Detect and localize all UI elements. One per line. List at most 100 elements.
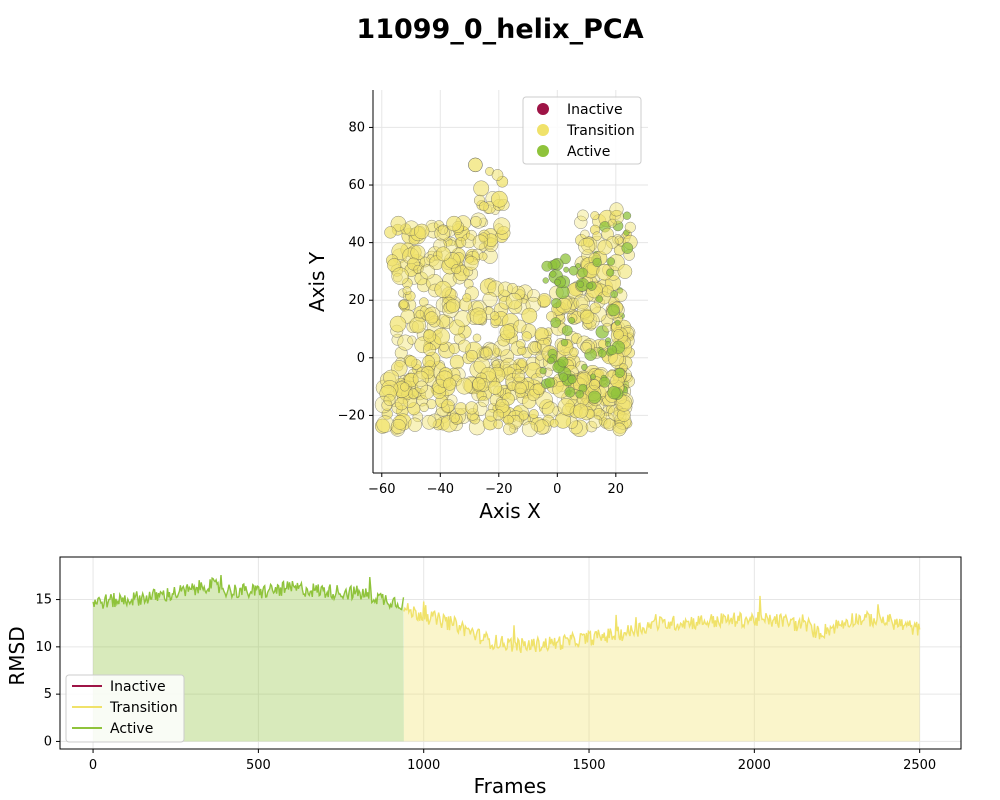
rmsd-fill-transition: [403, 595, 920, 742]
scatter-legend-inactive: Inactive: [567, 102, 623, 118]
scatter-point: [492, 409, 505, 421]
scatter-point: [514, 382, 527, 395]
scatter-point: [413, 264, 423, 274]
scatter-point: [577, 267, 588, 278]
scatter-point: [392, 415, 408, 430]
scatter-point: [478, 396, 490, 408]
scatter-x-tick-label: −40: [427, 482, 454, 497]
scatter-point: [622, 211, 632, 220]
legend-marker-inactive: [537, 103, 549, 115]
scatter-point: [550, 317, 562, 328]
scatter-point: [539, 399, 555, 415]
rmsd-y-axis-label: RMSD: [5, 626, 29, 685]
scatter-point: [609, 202, 624, 217]
scatter-point: [597, 239, 613, 255]
rmsd-legend-inactive: Inactive: [110, 679, 166, 695]
scatter-point: [621, 242, 634, 254]
rmsd-x-tick-label: 1500: [572, 758, 605, 773]
scatter-point: [437, 224, 449, 235]
scatter-point: [541, 260, 553, 272]
scatter-point: [528, 409, 539, 419]
scatter-point: [415, 309, 425, 319]
scatter-point: [472, 377, 486, 391]
scatter-point: [499, 324, 516, 341]
scatter-point: [455, 237, 467, 248]
scatter-point: [376, 415, 394, 433]
scatter-point: [551, 297, 562, 309]
rmsd-y-tick-label: 10: [35, 640, 52, 655]
scatter-point: [480, 347, 493, 360]
scatter-point: [568, 317, 576, 324]
scatter-ticks: −60 −40 −20 0 20 −20 0 20 40 60 80: [338, 120, 625, 497]
rmsd-y-tick-label: 5: [44, 687, 52, 702]
scatter-point: [607, 345, 618, 356]
scatter-point: [435, 246, 451, 262]
scatter-point: [592, 231, 602, 241]
scatter-point: [443, 377, 457, 391]
scatter-point: [512, 368, 526, 383]
scatter-x-tick-label: 20: [608, 482, 625, 497]
scatter-point: [521, 421, 538, 438]
rmsd-line-transition: [403, 595, 921, 654]
scatter-point: [490, 311, 500, 321]
scatter-point: [421, 365, 435, 380]
scatter-point: [607, 386, 621, 400]
scatter-point: [543, 337, 552, 346]
scatter-point: [589, 379, 600, 390]
legend-marker-transition: [537, 124, 549, 136]
scatter-point: [575, 263, 581, 269]
scatter-point: [406, 257, 420, 271]
scatter-point: [533, 419, 550, 435]
scatter-point: [472, 234, 488, 250]
scatter-point: [539, 367, 547, 375]
scatter-point: [468, 157, 483, 173]
scatter-point: [433, 220, 445, 231]
scatter-point: [470, 216, 482, 228]
rmsd-axes-frame: [59, 556, 962, 750]
scatter-point: [586, 282, 594, 290]
scatter-point: [584, 348, 597, 361]
scatter-point: [521, 307, 538, 324]
scatter-point: [589, 302, 601, 314]
scatter-point: [421, 414, 437, 430]
scatter-y-tick-label: 0: [357, 351, 365, 366]
scatter-point: [493, 217, 511, 235]
rmsd-legend: Inactive Transition Active: [65, 674, 185, 743]
scatter-point: [578, 237, 596, 255]
scatter-point: [537, 293, 552, 308]
rmsd-x-tick-label: 0: [89, 758, 97, 773]
scatter-y-tick-label: 40: [348, 236, 365, 251]
scatter-point: [532, 382, 545, 395]
scatter-point: [478, 252, 488, 261]
scatter-point: [451, 264, 462, 275]
scatter-point: [391, 267, 409, 285]
rmsd-x-tick-label: 2000: [738, 758, 771, 773]
scatter-point: [408, 388, 419, 400]
rmsd-x-tick-label: 500: [246, 758, 271, 773]
scatter-point: [577, 209, 589, 222]
scatter-point: [602, 322, 612, 333]
rmsd-x-tick-label: 1000: [407, 758, 440, 773]
scatter-point: [473, 180, 490, 197]
rmsd-x-axis-label: Frames: [474, 774, 547, 798]
rmsd-legend-active: Active: [110, 721, 153, 737]
scatter-x-tick-label: 0: [553, 482, 561, 497]
scatter-legend: Inactive Transition Active: [522, 96, 642, 165]
scatter-point: [423, 343, 437, 356]
scatter-point: [414, 380, 429, 394]
rmsd-x-tick-label: 2500: [903, 758, 936, 773]
scatter-point: [384, 226, 397, 239]
scatter-point: [462, 293, 472, 303]
scatter-point: [590, 211, 600, 221]
scatter-point: [389, 315, 407, 333]
scatter-point: [449, 412, 460, 424]
scatter-point: [612, 422, 627, 437]
scatter-point: [517, 358, 528, 368]
scatter-point: [606, 257, 616, 266]
scatter-point: [469, 307, 487, 325]
scatter-point: [419, 402, 429, 413]
scatter-point: [568, 420, 583, 435]
scatter-point: [434, 225, 451, 242]
scatter-point: [589, 373, 597, 380]
scatter-point: [577, 280, 585, 288]
